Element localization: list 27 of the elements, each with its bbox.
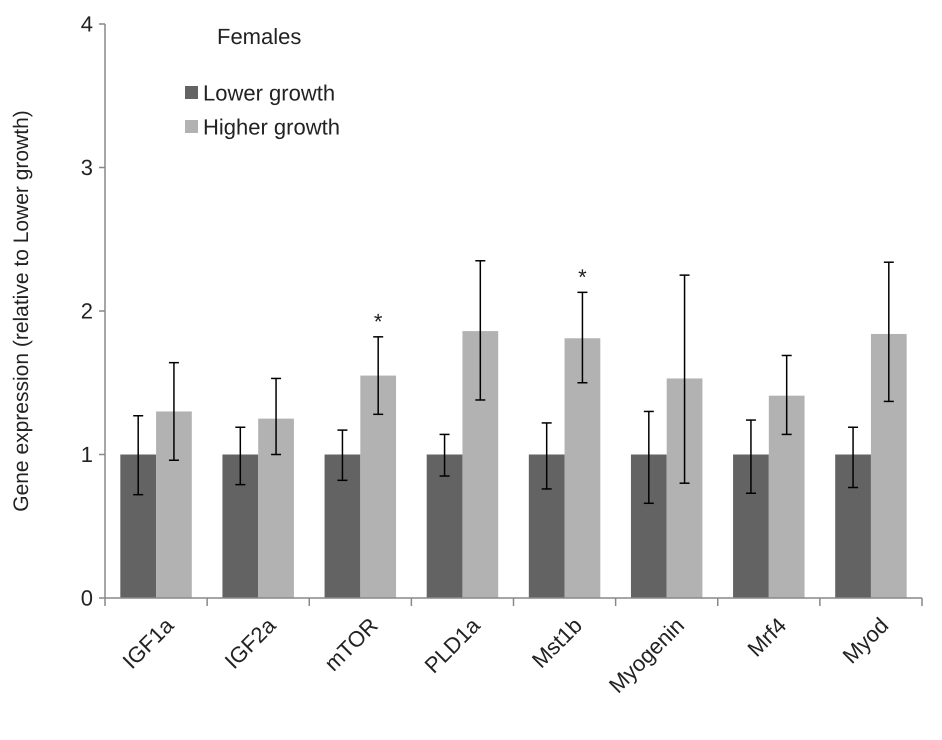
bar <box>835 454 871 598</box>
legend-title: Females <box>217 24 302 49</box>
bar <box>528 454 565 598</box>
bar <box>630 454 667 598</box>
bar <box>768 396 805 598</box>
y-tick-label: 3 <box>80 155 93 180</box>
bar <box>120 454 156 598</box>
bar <box>666 378 702 598</box>
bar <box>324 454 360 598</box>
y-tick-label: 0 <box>80 586 93 611</box>
bar <box>222 454 258 598</box>
y-tick-label: 2 <box>80 298 93 324</box>
y-tick-label: 1 <box>80 442 93 468</box>
bar <box>156 411 192 598</box>
y-tick-label: 4 <box>80 12 93 37</box>
bar <box>258 418 294 598</box>
legend-label: Higher growth <box>203 114 340 140</box>
annotation: * <box>374 308 383 334</box>
bar <box>360 376 396 598</box>
bar <box>870 334 907 598</box>
bar <box>733 454 769 598</box>
y-axis-title: Gene expression (relative to Lower growth) <box>10 110 33 512</box>
bar <box>426 454 462 598</box>
bar <box>462 331 498 598</box>
annotation: * <box>578 264 588 290</box>
legend-label: Lower growth <box>203 80 336 106</box>
bar <box>564 338 600 598</box>
